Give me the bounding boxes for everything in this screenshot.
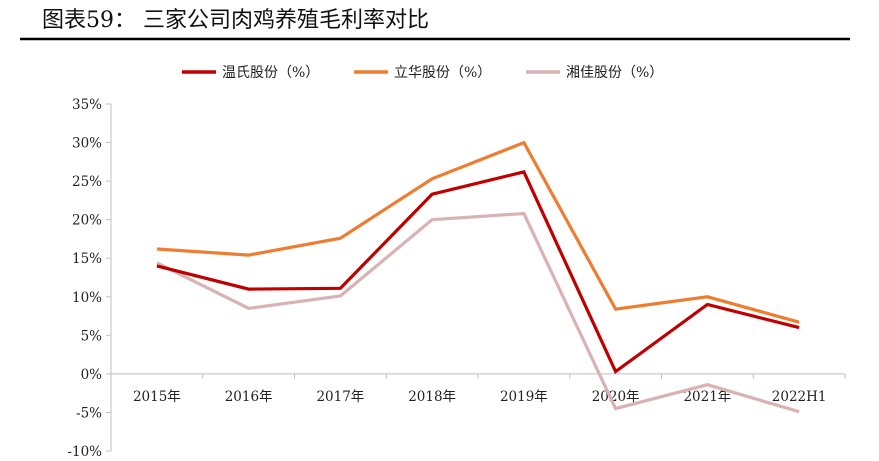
x-tick-label: 2019年 [500, 389, 548, 405]
y-tick-label: 25% [72, 174, 102, 190]
plot-area [156, 140, 800, 414]
chart-title: 图表59： 三家公司肉鸡养殖毛利率对比 [42, 8, 429, 33]
legend-label-2: 湘佳股份（%） [566, 65, 663, 81]
axes: 35% 30% 25% 20% 15% 10% 5% 0% -5% -10% 2015年 2016年 2… [67, 97, 846, 460]
series-line-0 [156, 170, 800, 375]
y-tick-label: 5% [81, 328, 103, 344]
y-tick-label: 35% [72, 97, 102, 113]
x-tick-label: 2021年 [683, 389, 731, 405]
legend-label-1: 立华股份（%） [394, 65, 491, 81]
series-line-1 [156, 140, 800, 324]
series-line-2 [156, 211, 800, 414]
x-tick-label: 2022H1 [772, 389, 827, 405]
y-tick-label: 20% [72, 213, 102, 229]
x-tick-label: 2015年 [133, 389, 181, 405]
legend: 温氏股份（%） 立华股份（%） 湘佳股份（%） [182, 65, 663, 81]
x-tick-label: 2018年 [408, 389, 456, 405]
x-tick-label: 2016年 [225, 389, 273, 405]
x-tick-label: 2020年 [592, 389, 640, 405]
y-tick-label: 0% [81, 367, 103, 383]
y-tick-label: 30% [72, 136, 102, 152]
y-tick-label: -10% [67, 444, 102, 456]
x-tick-label: 2017年 [316, 389, 364, 405]
y-tick-label: 10% [72, 290, 102, 306]
legend-label-0: 温氏股份（%） [222, 65, 319, 81]
y-tick-label: 15% [72, 251, 102, 267]
y-tick-label: -5% [76, 405, 102, 421]
